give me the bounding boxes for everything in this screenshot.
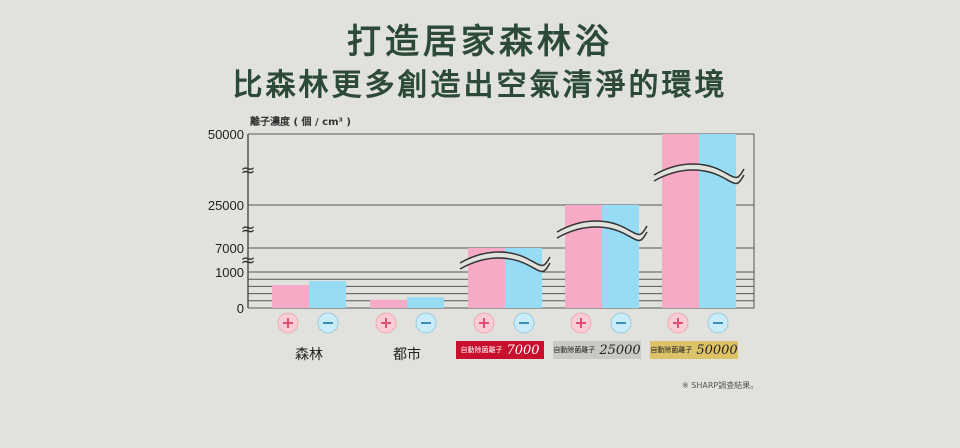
axis-break-icon: ≈ [240, 160, 255, 181]
break-band [652, 164, 747, 184]
badge-value: 50000 [696, 342, 738, 358]
plus-icon [673, 318, 683, 328]
badge-label: 自動除菌離子 [553, 346, 596, 354]
plus-icon [576, 318, 586, 328]
badge-value: 7000 [506, 342, 540, 358]
break-line [556, 220, 648, 236]
ion-badge: 自動除菌離子 50000 [650, 341, 738, 359]
y-axis-label: 離子濃度 ( 個 / cm³ ) [250, 117, 351, 128]
category-label: 森林 [295, 347, 323, 363]
badge-label: 自動除菌離子 [460, 346, 503, 354]
bar-negative-ion [407, 297, 444, 308]
ion-badge: 自動除菌離子 25000 [553, 341, 641, 359]
bar-positive-ion [370, 299, 407, 308]
ion-badge: 自動除菌離子 7000 [456, 341, 544, 359]
footnote: ※ SHARP調查結果。 [682, 381, 759, 390]
plus-icon [479, 318, 489, 328]
y-tick-label: 25000 [208, 198, 244, 213]
bar-negative-ion [602, 205, 639, 308]
bar-positive-ion [662, 134, 699, 308]
axis-break-icon: ≈ [240, 250, 255, 271]
y-tick-label: 1000 [215, 265, 244, 280]
category-label: 都市 [393, 347, 421, 363]
break-band [555, 221, 650, 241]
title: 打造居家森林浴 [347, 22, 613, 62]
bar-negative-ion [309, 281, 346, 308]
y-tick-label: 0 [237, 301, 244, 316]
y-tick-label: 7000 [215, 241, 244, 256]
plus-icon [283, 318, 293, 328]
plus-icon [381, 318, 391, 328]
subtitle: 比森林更多創造出空氣清淨的環境 [232, 68, 728, 103]
bar-positive-ion [272, 284, 309, 308]
break-line [653, 163, 745, 179]
break-line [556, 226, 648, 242]
break-line [459, 257, 551, 273]
badge-value: 25000 [599, 342, 641, 358]
axis-break-icon: ≈ [240, 219, 255, 240]
y-tick-label: 50000 [208, 127, 244, 142]
bar-negative-ion [699, 134, 736, 308]
badge-label: 自動除菌離子 [650, 346, 693, 354]
break-line [653, 169, 745, 185]
break-band [458, 252, 553, 272]
break-line [459, 251, 551, 267]
